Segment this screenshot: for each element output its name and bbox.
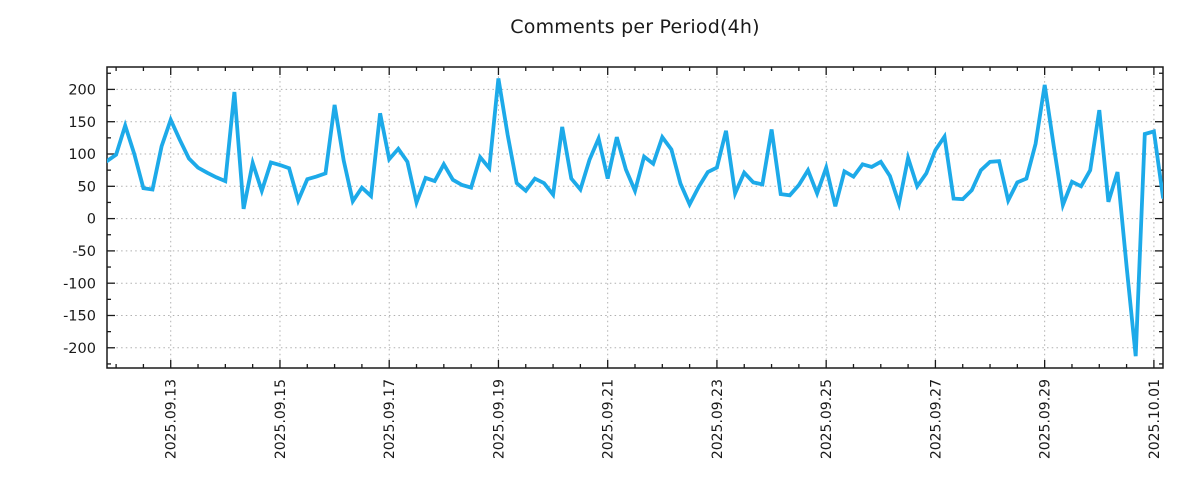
x-tick-label: 2025.09.27 bbox=[928, 379, 944, 459]
data-series-line bbox=[107, 78, 1163, 357]
y-tick-label: 150 bbox=[68, 115, 96, 131]
x-tick-label: 2025.09.23 bbox=[710, 379, 726, 459]
plot-border bbox=[106, 66, 1164, 369]
y-tick-label: -200 bbox=[63, 341, 96, 357]
x-tick-label: 2025.09.29 bbox=[1038, 379, 1054, 459]
y-tick-label: 0 bbox=[87, 212, 96, 228]
x-tick-label: 2025.09.19 bbox=[491, 379, 507, 459]
x-tick-label: 2025.09.25 bbox=[819, 379, 835, 459]
x-tick-label: 2025.09.17 bbox=[382, 379, 398, 459]
y-tick-label: 50 bbox=[78, 179, 96, 195]
y-tick-label: -50 bbox=[72, 244, 96, 260]
x-tick-label: 2025.09.21 bbox=[601, 379, 617, 459]
x-tick-label: 2025.09.15 bbox=[273, 379, 289, 459]
x-tick-label: 2025.10.01 bbox=[1147, 379, 1163, 459]
y-tick-label: 100 bbox=[68, 147, 96, 163]
chart-title: Comments per Period(4h) bbox=[510, 16, 760, 38]
y-tick-label: 200 bbox=[68, 82, 96, 98]
y-tick-label: -100 bbox=[63, 276, 96, 292]
y-tick-label: -150 bbox=[63, 309, 96, 325]
x-tick-label: 2025.09.13 bbox=[164, 379, 180, 459]
